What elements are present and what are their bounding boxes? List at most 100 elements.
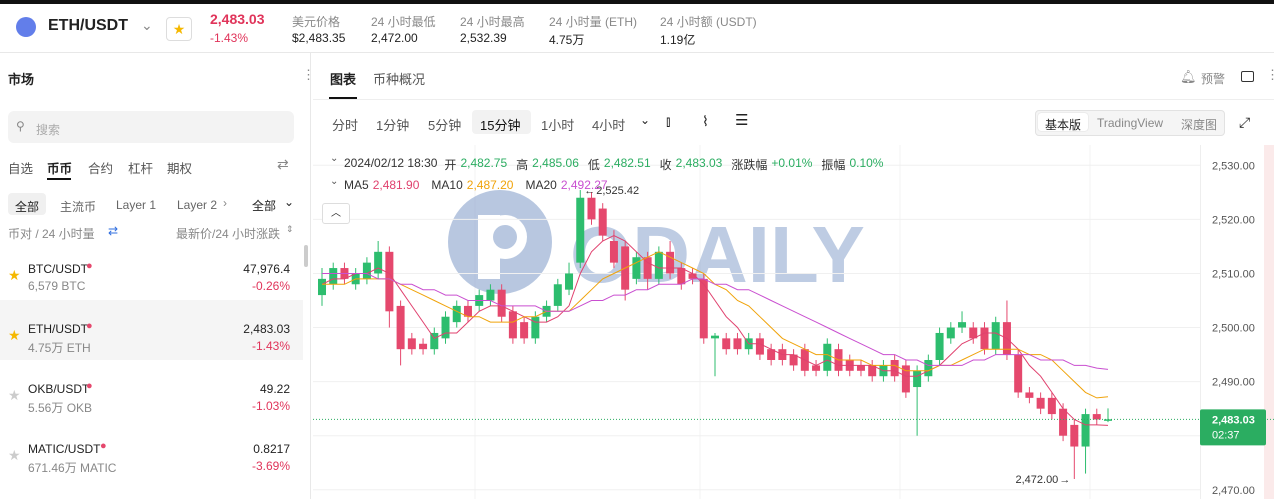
candle-body <box>1070 424 1079 447</box>
fullscreen-icon[interactable]: ⤢ <box>1239 114 1251 130</box>
ma-legend: MA5 2,481.90 MA10 2,487.20 MA20 2,492.27 <box>344 178 616 192</box>
filter[interactable]: Layer 2 <box>177 198 218 212</box>
stat-label: 美元价格 <box>292 15 341 29</box>
info-chevron[interactable]: ⌄ <box>330 153 339 164</box>
candle-body <box>913 370 922 388</box>
interval[interactable]: 分时 <box>332 118 359 133</box>
collapse-button[interactable]: ︿ <box>322 203 350 224</box>
view-option[interactable]: 基本版 <box>1045 118 1082 132</box>
view-option[interactable]: 深度图 <box>1181 118 1218 132</box>
candle-body <box>991 322 1000 350</box>
candle-body <box>508 311 517 339</box>
filter[interactable]: 主流币 <box>60 200 97 214</box>
filter[interactable]: 全部 <box>15 200 40 214</box>
refresh-icon[interactable]: ⇄ <box>277 156 289 172</box>
countdown: 02:37 <box>1212 429 1240 441</box>
row-star[interactable]: ★ <box>8 387 21 403</box>
filter-all[interactable]: 全部 <box>252 199 277 213</box>
pair-chevron[interactable]: ⌄ <box>141 17 153 33</box>
row-star[interactable]: ★ <box>8 327 21 343</box>
info-value: 0.10% <box>849 156 884 170</box>
candle-body <box>520 322 529 339</box>
row-star[interactable]: ★ <box>8 447 21 463</box>
candle-body <box>1059 408 1068 436</box>
candle-body <box>385 251 394 312</box>
market-tab[interactable]: 杠杆 <box>128 162 154 176</box>
stat-value: 2,532.39 <box>460 31 507 45</box>
panel-tab[interactable]: 图表 <box>330 72 357 87</box>
sidebar-title: 市场 <box>8 72 35 87</box>
candle-body <box>1036 397 1045 409</box>
sort-arrows: ⇕ <box>286 224 294 234</box>
interval[interactable]: 5分钟 <box>428 118 462 133</box>
sort-left[interactable]: 币对 / 24 小时量 <box>8 227 95 241</box>
candle-body <box>419 343 428 350</box>
indicator-icon[interactable]: ⌇ <box>702 113 709 129</box>
row-star[interactable]: ★ <box>8 267 21 283</box>
candle-body <box>654 251 663 279</box>
filter-all-chevron[interactable]: ⌄ <box>284 195 295 209</box>
pair[interactable]: ETH/USDT <box>48 17 128 34</box>
market-tab[interactable]: 合约 <box>88 162 114 176</box>
candle-body <box>1092 414 1101 420</box>
row-pair[interactable]: OKB/USDT <box>28 382 90 396</box>
candle-body <box>890 359 899 377</box>
settings-icon[interactable]: ☰ <box>735 112 749 129</box>
time-grid <box>474 145 1091 499</box>
row-pair[interactable]: ETH/USDT <box>28 322 88 336</box>
candle-type-icon[interactable]: ⫾ <box>666 113 671 129</box>
candle-body <box>958 322 967 328</box>
panel-menu[interactable]: ⋮ <box>1266 67 1274 82</box>
candle-body <box>463 305 472 317</box>
interval[interactable]: 1分钟 <box>376 118 410 133</box>
interval[interactable]: 4小时 <box>592 118 626 133</box>
sidebar-menu[interactable]: ⋮ <box>302 67 315 82</box>
sort-right[interactable]: 最新价/24 小时涨跌 <box>176 227 281 241</box>
stat-value: 2,472.00 <box>371 31 418 45</box>
interval[interactable]: 1小时 <box>541 118 575 133</box>
interval[interactable]: 15分钟 <box>480 118 521 133</box>
search-box[interactable] <box>8 111 294 143</box>
candle-body <box>666 251 675 274</box>
view-option[interactable]: TradingView <box>1097 116 1164 130</box>
last-price-label: 2,483.03 <box>1212 414 1255 426</box>
tab-underline <box>329 97 357 99</box>
filter[interactable]: Layer 1 <box>116 198 157 212</box>
ma-value: 2,492.27 <box>560 178 608 192</box>
search-icon: ⚲ <box>16 119 25 133</box>
ma-line <box>322 273 1109 370</box>
row-highlight <box>0 300 303 360</box>
market-tab[interactable]: 自选 <box>8 162 34 176</box>
ma-chevron[interactable]: ⌄ <box>330 176 339 187</box>
candle-body <box>587 197 596 220</box>
sort-toggle[interactable]: ⇄ <box>108 224 119 238</box>
candle-body <box>699 278 708 339</box>
market-tab-underline <box>47 178 71 180</box>
row-pair[interactable]: MATIC/USDT <box>28 442 101 456</box>
row-price: 2,483.03 <box>243 322 290 336</box>
row-price: 0.8217 <box>253 442 290 456</box>
header-price: 2,483.03 <box>210 11 265 27</box>
candle-body <box>609 241 618 263</box>
candle-body <box>856 365 865 371</box>
layout-icon[interactable] <box>1241 71 1254 82</box>
favorite-button[interactable]: ★ <box>166 17 192 41</box>
row-change: -1.03% <box>251 399 290 413</box>
market-tab[interactable]: 币币 <box>47 162 73 176</box>
alert[interactable]: 预警 <box>1201 72 1226 86</box>
filter-more[interactable]: › <box>223 196 227 210</box>
candle-body <box>868 365 877 377</box>
high-arrow: ← <box>584 185 595 197</box>
row-pair[interactable]: BTC/USDT <box>28 262 88 276</box>
candle-body <box>1025 392 1034 398</box>
hot-icon: ● <box>86 320 93 332</box>
info-value: 2,483.03 <box>675 156 723 170</box>
bell-icon[interactable]: 🔔︎ <box>1180 69 1197 84</box>
interval-chevron[interactable]: ⌄ <box>640 113 651 127</box>
candle-body <box>924 359 933 377</box>
market-tab[interactable]: 期权 <box>167 162 193 176</box>
panel-tab[interactable]: 币种概况 <box>373 72 426 87</box>
watermark-logo <box>448 190 552 294</box>
candle-body <box>362 262 371 279</box>
